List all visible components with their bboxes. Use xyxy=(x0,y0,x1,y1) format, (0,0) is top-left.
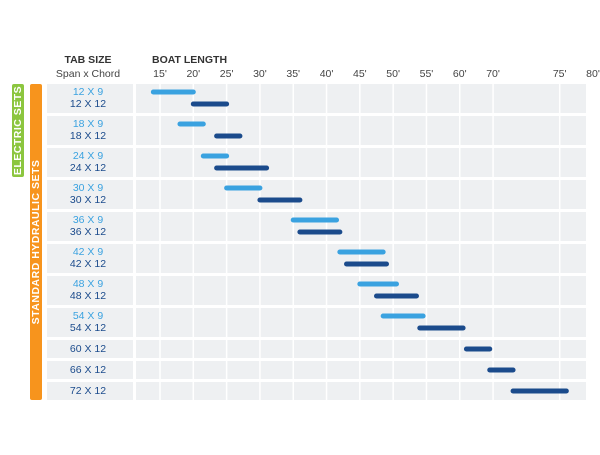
row-background xyxy=(136,244,586,273)
x-tick-label: 35' xyxy=(286,68,300,80)
label-cell xyxy=(47,116,133,145)
tab-size-subtitle: Span x Chord xyxy=(56,68,120,80)
row-label: 36 X 9 xyxy=(73,214,104,226)
x-tick-label: 60' xyxy=(453,68,467,80)
row-background xyxy=(136,84,586,113)
row-label: 30 X 12 xyxy=(70,194,106,206)
x-tick-label: 80' xyxy=(586,68,600,80)
row-label: 24 X 9 xyxy=(73,150,104,162)
label-cell xyxy=(47,148,133,177)
x-tick-label: 45' xyxy=(353,68,367,80)
row-background xyxy=(136,116,586,145)
x-tick-label: 55' xyxy=(420,68,434,80)
label-cell xyxy=(47,340,133,358)
x-tick-label: 75' xyxy=(553,68,567,80)
row-label: 42 X 12 xyxy=(70,258,106,270)
row-background xyxy=(136,276,586,305)
group-label: STANDARD HYDRAULIC SETS xyxy=(30,160,42,325)
row-label: 24 X 12 xyxy=(70,162,106,174)
label-cell xyxy=(47,276,133,305)
x-tick-label: 20' xyxy=(186,68,200,80)
row-background xyxy=(136,340,586,358)
label-cell xyxy=(47,84,133,113)
row-label: 66 X 12 xyxy=(70,364,106,376)
row-label: 54 X 12 xyxy=(70,322,106,334)
row-background xyxy=(136,180,586,209)
row-label: 12 X 9 xyxy=(73,86,104,98)
row-label: 18 X 9 xyxy=(73,118,104,130)
row-label: 36 X 12 xyxy=(70,226,106,238)
row-label: 18 X 12 xyxy=(70,130,106,142)
label-cell xyxy=(47,212,133,241)
x-axis-title: BOAT LENGTH xyxy=(152,54,227,66)
row-background xyxy=(136,148,586,177)
row-background xyxy=(136,212,586,241)
row-label: 54 X 9 xyxy=(73,310,104,322)
x-tick-label: 50' xyxy=(386,68,400,80)
row-label: 42 X 9 xyxy=(73,246,104,258)
group-band xyxy=(12,84,24,177)
label-cell xyxy=(47,180,133,209)
row-label: 12 X 12 xyxy=(70,98,106,110)
group-label: ELECTRIC SETS xyxy=(12,86,24,175)
row-label: 72 X 12 xyxy=(70,385,106,397)
x-tick-label: 70' xyxy=(486,68,500,80)
label-cell xyxy=(47,308,133,337)
row-label: 30 X 9 xyxy=(73,182,104,194)
label-cell xyxy=(47,244,133,273)
row-label: 60 X 12 xyxy=(70,343,106,355)
row-label: 48 X 12 xyxy=(70,290,106,302)
group-band xyxy=(30,84,42,400)
label-cell xyxy=(47,382,133,400)
label-cell xyxy=(47,361,133,379)
x-tick-label: 30' xyxy=(253,68,267,80)
row-background xyxy=(136,308,586,337)
x-tick-label: 40' xyxy=(320,68,334,80)
tab-size-title: TAB SIZE xyxy=(64,54,111,66)
row-label: 48 X 9 xyxy=(73,278,104,290)
x-tick-label: 15' xyxy=(153,68,167,80)
x-tick-label: 25' xyxy=(220,68,234,80)
row-background xyxy=(136,382,586,400)
row-background xyxy=(136,361,586,379)
